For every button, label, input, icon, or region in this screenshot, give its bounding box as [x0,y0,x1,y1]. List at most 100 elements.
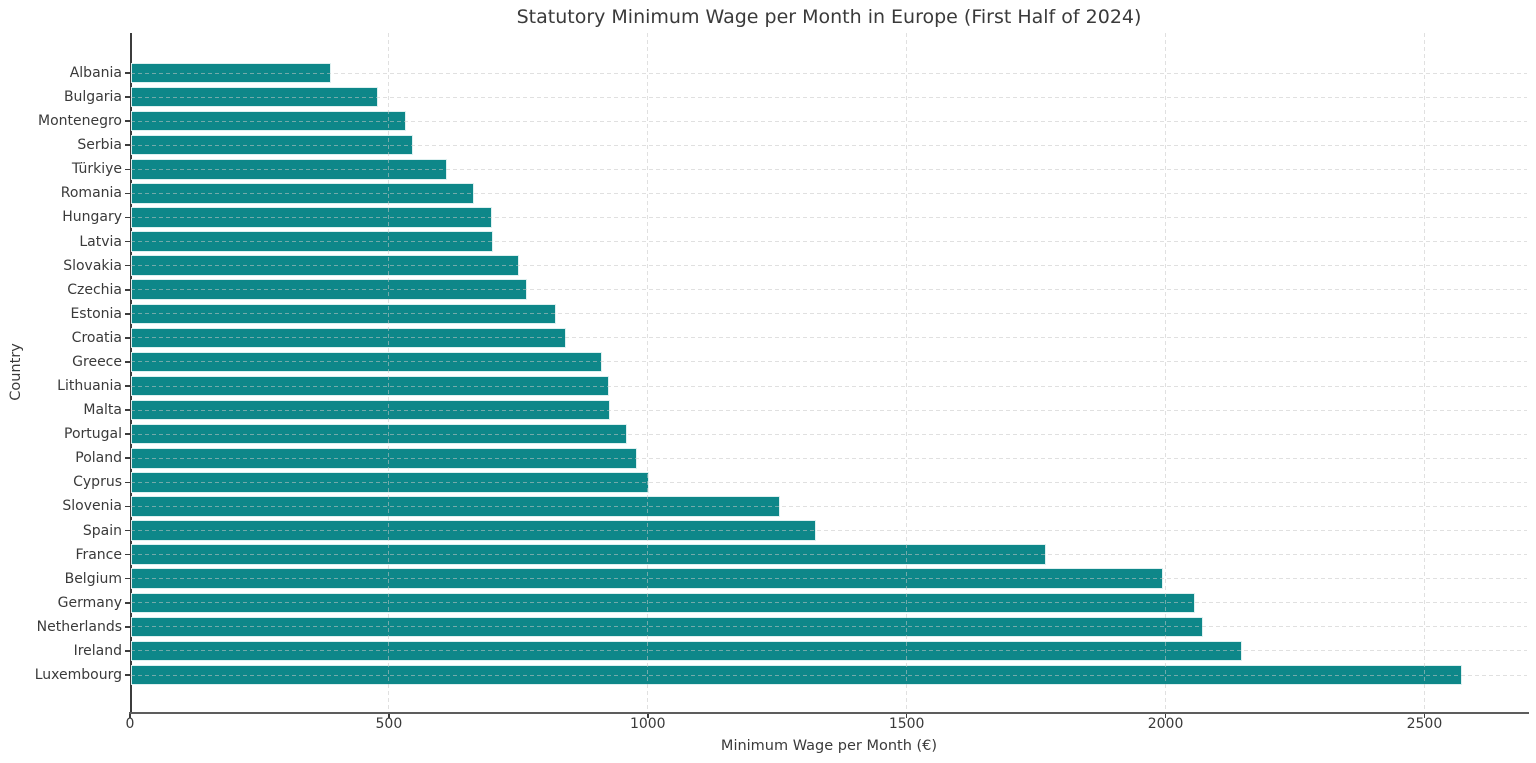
y-tick-germany [125,601,130,604]
gridline-h-estonia [131,313,1527,315]
y-tick-romania [125,192,130,195]
y-tick-hungary [125,216,130,219]
x-tick-0 [129,713,131,718]
y-tick-label-poland: Poland [75,450,122,467]
y-tick-belgium [125,577,130,580]
gridline-h-portugal [131,433,1527,435]
gridline-h-croatia [131,337,1527,339]
y-tick-portugal [125,433,130,435]
y-tick-label-belgium: Belgium [64,570,122,587]
gridline-h-malta [131,409,1527,411]
y-tick-label-france: France [75,546,122,563]
gridline-v-2500 [1423,33,1425,712]
x-tick-2500 [1423,713,1426,718]
x-tick-label-1000: 1000 [629,716,666,732]
y-tick-label-romania: Romania [60,185,122,202]
y-tick-albania [125,72,130,74]
gridline-v-1000 [647,33,649,712]
y-tick-cyprus [125,481,130,484]
y-tick-t-rkiye [125,168,130,171]
x-axis-spine [129,711,1529,714]
y-tick-label-slovakia: Slovakia [63,257,122,274]
y-tick-netherlands [125,626,130,628]
y-tick-label-portugal: Portugal [64,426,122,443]
x-tick-label-0: 0 [125,716,135,732]
gridline-h-albania [131,72,1527,74]
y-tick-label-greece: Greece [72,353,122,370]
x-tick-500 [388,713,390,718]
gridline-h-slovenia [131,505,1527,507]
gridline-h-serbia [131,144,1527,146]
x-axis-label: Minimum Wage per Month (€) [720,738,938,754]
gridline-h-latvia [131,241,1527,243]
y-tick-spain [125,529,130,532]
y-tick-poland [125,457,130,460]
gridline-h-france [131,554,1527,556]
gridline-h-poland [131,457,1527,459]
y-tick-malta [125,409,130,411]
y-tick-label-croatia: Croatia [71,329,122,346]
gridline-h-hungary [131,216,1527,218]
y-tick-slovenia [125,505,130,508]
gridline-h-germany [131,602,1527,604]
gridline-v-500 [388,33,390,712]
y-tick-label-t-rkiye: Türkiye [71,161,122,178]
gridline-v-2000 [1165,33,1167,712]
x-tick-label-1500: 1500 [888,716,925,732]
y-axis-spine [130,33,132,712]
y-tick-label-estonia: Estonia [70,305,122,322]
y-tick-serbia [125,144,130,147]
chart-title: Statutory Minimum Wage per Month in Euro… [516,6,1142,28]
x-tick-label-2500: 2500 [1406,716,1443,732]
y-tick-ireland [125,650,130,652]
y-tick-label-czechia: Czechia [67,281,122,298]
y-tick-label-netherlands: Netherlands [36,618,122,635]
y-tick-greece [125,361,130,363]
y-tick-label-malta: Malta [83,402,122,419]
y-tick-bulgaria [125,96,130,98]
y-tick-estonia [125,313,130,315]
y-tick-label-latvia: Latvia [79,233,122,250]
gridline-h-cyprus [131,481,1527,483]
gridline-h-t-rkiye [131,168,1527,170]
y-tick-label-serbia: Serbia [77,137,122,154]
gridline-v-1500 [906,33,908,712]
y-tick-label-slovenia: Slovenia [62,498,122,515]
y-tick-label-hungary: Hungary [62,209,122,226]
x-tick-label-2000: 2000 [1147,716,1184,732]
y-tick-czechia [125,288,130,291]
y-tick-label-germany: Germany [57,594,122,611]
y-tick-slovakia [125,264,130,267]
gridline-h-greece [131,361,1527,363]
y-tick-latvia [125,240,130,243]
y-tick-label-bulgaria: Bulgaria [63,89,122,106]
gridline-h-belgium [131,578,1527,580]
y-tick-label-ireland: Ireland [73,642,122,659]
gridline-h-lithuania [131,385,1527,387]
y-tick-france [125,553,130,556]
y-tick-montenegro [125,120,130,122]
x-tick-2000 [1164,713,1167,718]
gridline-h-spain [131,530,1527,532]
y-tick-label-albania: Albania [69,65,122,81]
gridline-h-luxembourg [131,674,1527,676]
gridline-h-romania [131,192,1527,194]
x-tick-1500 [905,713,908,718]
gridline-h-montenegro [131,120,1527,122]
x-tick-label-500: 500 [375,716,403,732]
y-tick-luxembourg [125,674,130,676]
y-tick-label-luxembourg: Luxembourg [34,667,122,683]
y-tick-label-montenegro: Montenegro [37,113,122,130]
gridline-h-netherlands [131,626,1527,628]
y-tick-label-lithuania: Lithuania [57,378,122,395]
x-tick-1000 [646,713,649,718]
y-tick-lithuania [125,385,130,387]
gridline-h-slovakia [131,265,1527,267]
gridline-h-bulgaria [131,96,1527,98]
gridline-h-czechia [131,289,1527,291]
gridline-h-ireland [131,650,1527,652]
y-tick-croatia [125,337,130,339]
y-axis-label: Country [8,343,24,401]
y-tick-label-cyprus: Cyprus [73,474,122,491]
